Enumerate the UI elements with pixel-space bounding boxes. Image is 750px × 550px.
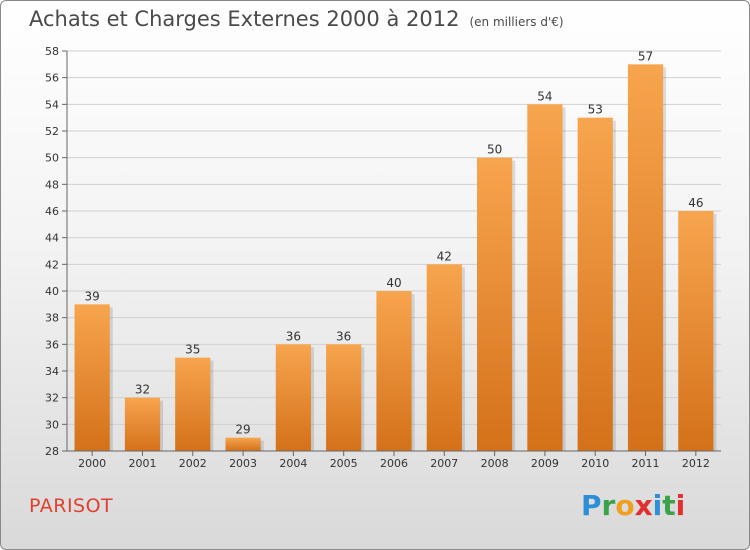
y-tick-label: 42 <box>45 258 59 271</box>
logo-letter: i <box>652 489 663 522</box>
bar-2011 <box>627 64 664 452</box>
bar-value-label: 54 <box>537 89 552 103</box>
bar-2005 <box>326 344 362 451</box>
logo-letter: x <box>634 489 653 522</box>
bar-2000 <box>74 304 110 451</box>
x-tick-label: 2003 <box>229 457 257 470</box>
x-tick-label: 2000 <box>78 457 106 470</box>
bar-value-label: 36 <box>336 329 351 343</box>
bar-value-label: 39 <box>85 289 100 303</box>
y-tick-label: 46 <box>45 205 59 218</box>
bar-2010 <box>577 117 613 452</box>
y-tick-label: 38 <box>45 312 59 325</box>
y-tick-label: 48 <box>45 178 59 191</box>
bar-value-label: 32 <box>135 383 150 397</box>
bar-2009 <box>527 104 563 451</box>
place-name: PARISOT <box>29 495 114 517</box>
y-tick-label: 34 <box>45 365 59 378</box>
y-tick-label: 44 <box>45 232 59 245</box>
y-tick-label: 30 <box>45 418 59 431</box>
axes <box>62 50 721 456</box>
x-tick-label: 2008 <box>481 457 509 470</box>
y-tick-label: 40 <box>45 285 59 298</box>
y-tick-label: 32 <box>45 392 59 405</box>
y-tick-label: 28 <box>45 445 59 458</box>
x-tick-label: 2006 <box>380 457 408 470</box>
logo-letter: i <box>675 489 686 522</box>
y-tick-label: 58 <box>45 45 59 58</box>
chart-title: Achats et Charges Externes 2000 à 2012 (e… <box>29 7 564 31</box>
bar-value-label: 29 <box>235 423 250 437</box>
bar-2003 <box>225 437 261 451</box>
y-tick-label: 54 <box>45 98 59 111</box>
bar-value-label: 50 <box>487 143 502 157</box>
bar-2008 <box>477 157 513 451</box>
bar-value-label: 42 <box>437 249 452 263</box>
proxiti-logo: Proxiti <box>581 489 685 522</box>
bar-2007 <box>426 264 462 451</box>
bar-value-label: 57 <box>638 49 653 63</box>
x-tick-label: 2001 <box>128 457 156 470</box>
labels: 28 30 32 34 36 38 40 42 44 46 48 50 52 54 56 58 39 2000 32… <box>45 45 710 470</box>
bar-2012 <box>678 211 714 451</box>
bar-2006 <box>376 291 412 451</box>
chart-unit: (en milliers d'€) <box>469 15 564 29</box>
logo-letter: P <box>581 489 602 522</box>
logo-letter: t <box>662 489 676 522</box>
y-tick-label: 52 <box>45 125 59 138</box>
x-tick-label: 2005 <box>330 457 358 470</box>
bar-value-label: 40 <box>386 276 401 290</box>
bar-value-label: 35 <box>185 343 200 357</box>
x-tick-label: 2010 <box>581 457 609 470</box>
bar-value-label: 53 <box>588 103 603 117</box>
y-tick-label: 36 <box>45 338 59 351</box>
y-tick-label: 56 <box>45 72 59 85</box>
x-tick-label: 2011 <box>632 457 660 470</box>
bar-2002 <box>175 357 211 451</box>
bar-2001 <box>124 397 161 451</box>
y-tick-label: 50 <box>45 152 59 165</box>
x-tick-label: 2009 <box>531 457 559 470</box>
x-tick-label: 2012 <box>682 457 710 470</box>
logo-letter: o <box>615 489 635 522</box>
bars <box>74 64 717 452</box>
bar-value-label: 46 <box>688 196 703 210</box>
x-tick-label: 2004 <box>279 457 307 470</box>
bar-2004 <box>275 344 311 451</box>
x-tick-label: 2002 <box>179 457 207 470</box>
bar-value-label: 36 <box>286 329 301 343</box>
chart-title-text: Achats et Charges Externes 2000 à 2012 <box>29 7 460 31</box>
x-tick-label: 2007 <box>430 457 458 470</box>
logo-letter: r <box>601 489 616 522</box>
